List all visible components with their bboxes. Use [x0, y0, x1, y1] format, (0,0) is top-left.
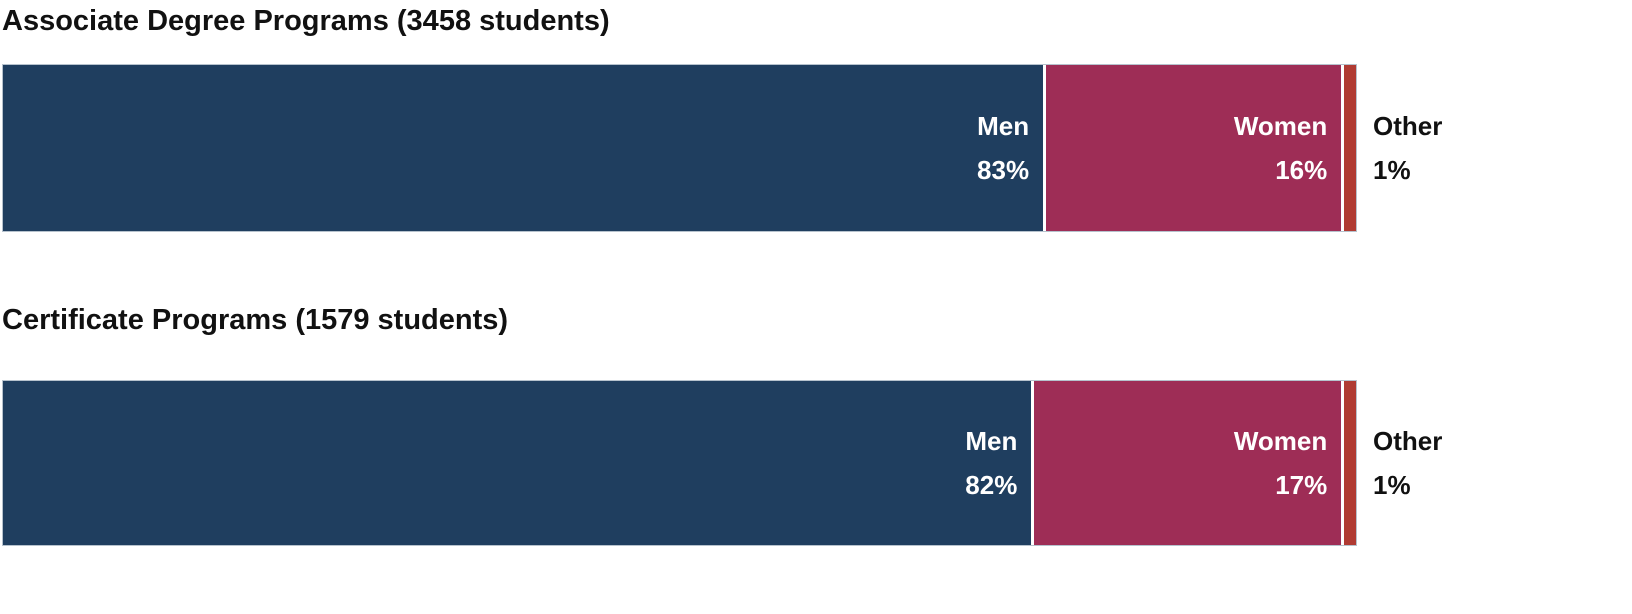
- stacked-bar-track: Men 82% Women 17%: [2, 380, 1357, 546]
- segment-category-label: Women: [1233, 111, 1328, 141]
- segment-label-group: Men 82%: [965, 419, 1031, 507]
- bar-segment-other: [1344, 381, 1356, 545]
- bar-segment-women: Women 16%: [1046, 65, 1342, 231]
- segment-value-label: 82%: [965, 470, 1018, 500]
- segment-label-group: Women 17%: [1234, 419, 1341, 507]
- stacked-bar-associate-degree: Men 83% Women 16% Other 1%: [2, 64, 1442, 232]
- bar-segment-other: [1344, 65, 1356, 231]
- bar-segment-men: Men 82%: [3, 381, 1032, 545]
- segment-category-label: Other: [1373, 111, 1443, 141]
- chart-title-certificate: Certificate Programs (1579 students): [2, 304, 509, 336]
- segment-label-group: Women 16%: [1234, 104, 1341, 192]
- segment-category-label: Men: [965, 426, 1018, 456]
- outside-label-other: Other 1%: [1373, 419, 1442, 507]
- segment-category-label: Women: [1233, 426, 1328, 456]
- segment-category-label: Other: [1373, 426, 1443, 456]
- bar-segment-women: Women 17%: [1034, 381, 1342, 545]
- segment-label-group: Men 83%: [977, 104, 1043, 192]
- outside-label-other: Other 1%: [1373, 104, 1442, 192]
- segment-category-label: Men: [977, 111, 1030, 141]
- chart-title-associate-degree: Associate Degree Programs (3458 students…: [2, 5, 610, 37]
- stacked-bar-track: Men 83% Women 16%: [2, 64, 1357, 232]
- segment-value-label: 83%: [977, 155, 1030, 185]
- stacked-bar-certificate: Men 82% Women 17% Other 1%: [2, 380, 1442, 546]
- segment-value-label: 16%: [1275, 155, 1328, 185]
- segment-value-label: 1%: [1373, 155, 1411, 185]
- segment-value-label: 17%: [1275, 470, 1328, 500]
- bar-segment-men: Men 83%: [3, 65, 1044, 231]
- segment-value-label: 1%: [1373, 470, 1411, 500]
